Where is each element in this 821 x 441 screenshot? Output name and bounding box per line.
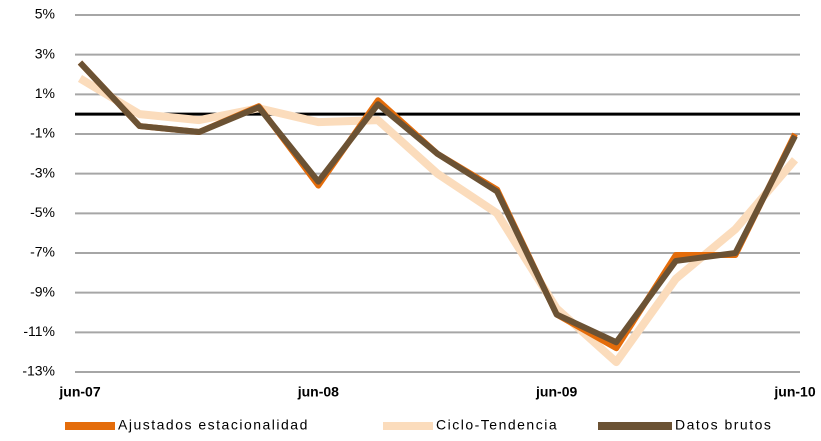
series-line <box>77 60 798 352</box>
x-tick-label: jun-09 <box>535 384 577 400</box>
x-tick-label: jun-07 <box>58 384 100 400</box>
y-tick-label: 5% <box>35 6 55 22</box>
y-tick-label: 1% <box>35 85 55 101</box>
legend-label: Ciclo-Tendencia <box>436 417 558 433</box>
y-tick-label: -7% <box>30 244 55 260</box>
legend-label: Ajustados estacionalidad <box>118 417 309 433</box>
y-tick-label: -1% <box>30 125 55 141</box>
y-tick-label: -3% <box>30 164 55 180</box>
x-tick-label: jun-10 <box>773 384 815 400</box>
x-tick-label: jun-08 <box>297 384 339 400</box>
y-tick-label: -9% <box>30 283 55 299</box>
y-tick-label: -11% <box>23 323 55 339</box>
y-tick-label: 3% <box>35 45 55 61</box>
legend-label: Datos brutos <box>675 417 772 433</box>
series-line <box>77 60 798 346</box>
series-line <box>77 75 799 367</box>
y-tick-label: -5% <box>30 204 55 220</box>
y-tick-label: -13% <box>22 363 55 379</box>
